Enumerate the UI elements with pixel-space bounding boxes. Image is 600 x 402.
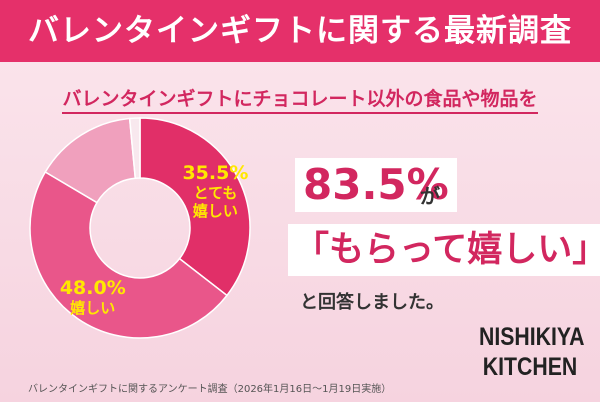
value-label: 48.0% bbox=[59, 277, 126, 300]
donut-segment bbox=[139, 117, 251, 297]
category-label: とても嬉しい bbox=[192, 184, 238, 221]
callout-quote: 「もらって嬉しい」 bbox=[288, 224, 600, 276]
banner-title: バレンタインギフトに関する最新調査 bbox=[0, 0, 600, 62]
callout-value: 83.5% bbox=[295, 158, 457, 212]
segment-label: 48.0% 嬉しい bbox=[53, 277, 133, 317]
category-label: 嬉しい bbox=[70, 299, 116, 318]
callout-particle: が bbox=[420, 184, 440, 208]
segment-label: 35.5% とても嬉しい bbox=[175, 162, 255, 220]
value-label: 35.5% bbox=[182, 162, 249, 185]
subtitle: バレンタインギフトにチョコレート以外の食品や物品を bbox=[62, 88, 538, 114]
subtitle-wrap: バレンタインギフトにチョコレート以外の食品や物品を bbox=[0, 84, 600, 114]
donut-segment bbox=[128, 117, 141, 180]
logo-line: KITCHEN bbox=[482, 353, 578, 381]
footnote: バレンタインギフトに関するアンケート調査（2026年1月16日〜1月19日実施） bbox=[28, 384, 392, 395]
donut-segment bbox=[29, 170, 228, 339]
logo-line: NISHIKIYA bbox=[479, 323, 585, 351]
logo: NISHIKIYA KITCHEN bbox=[479, 322, 585, 382]
callout-tail: と回答しました。 bbox=[300, 292, 444, 313]
